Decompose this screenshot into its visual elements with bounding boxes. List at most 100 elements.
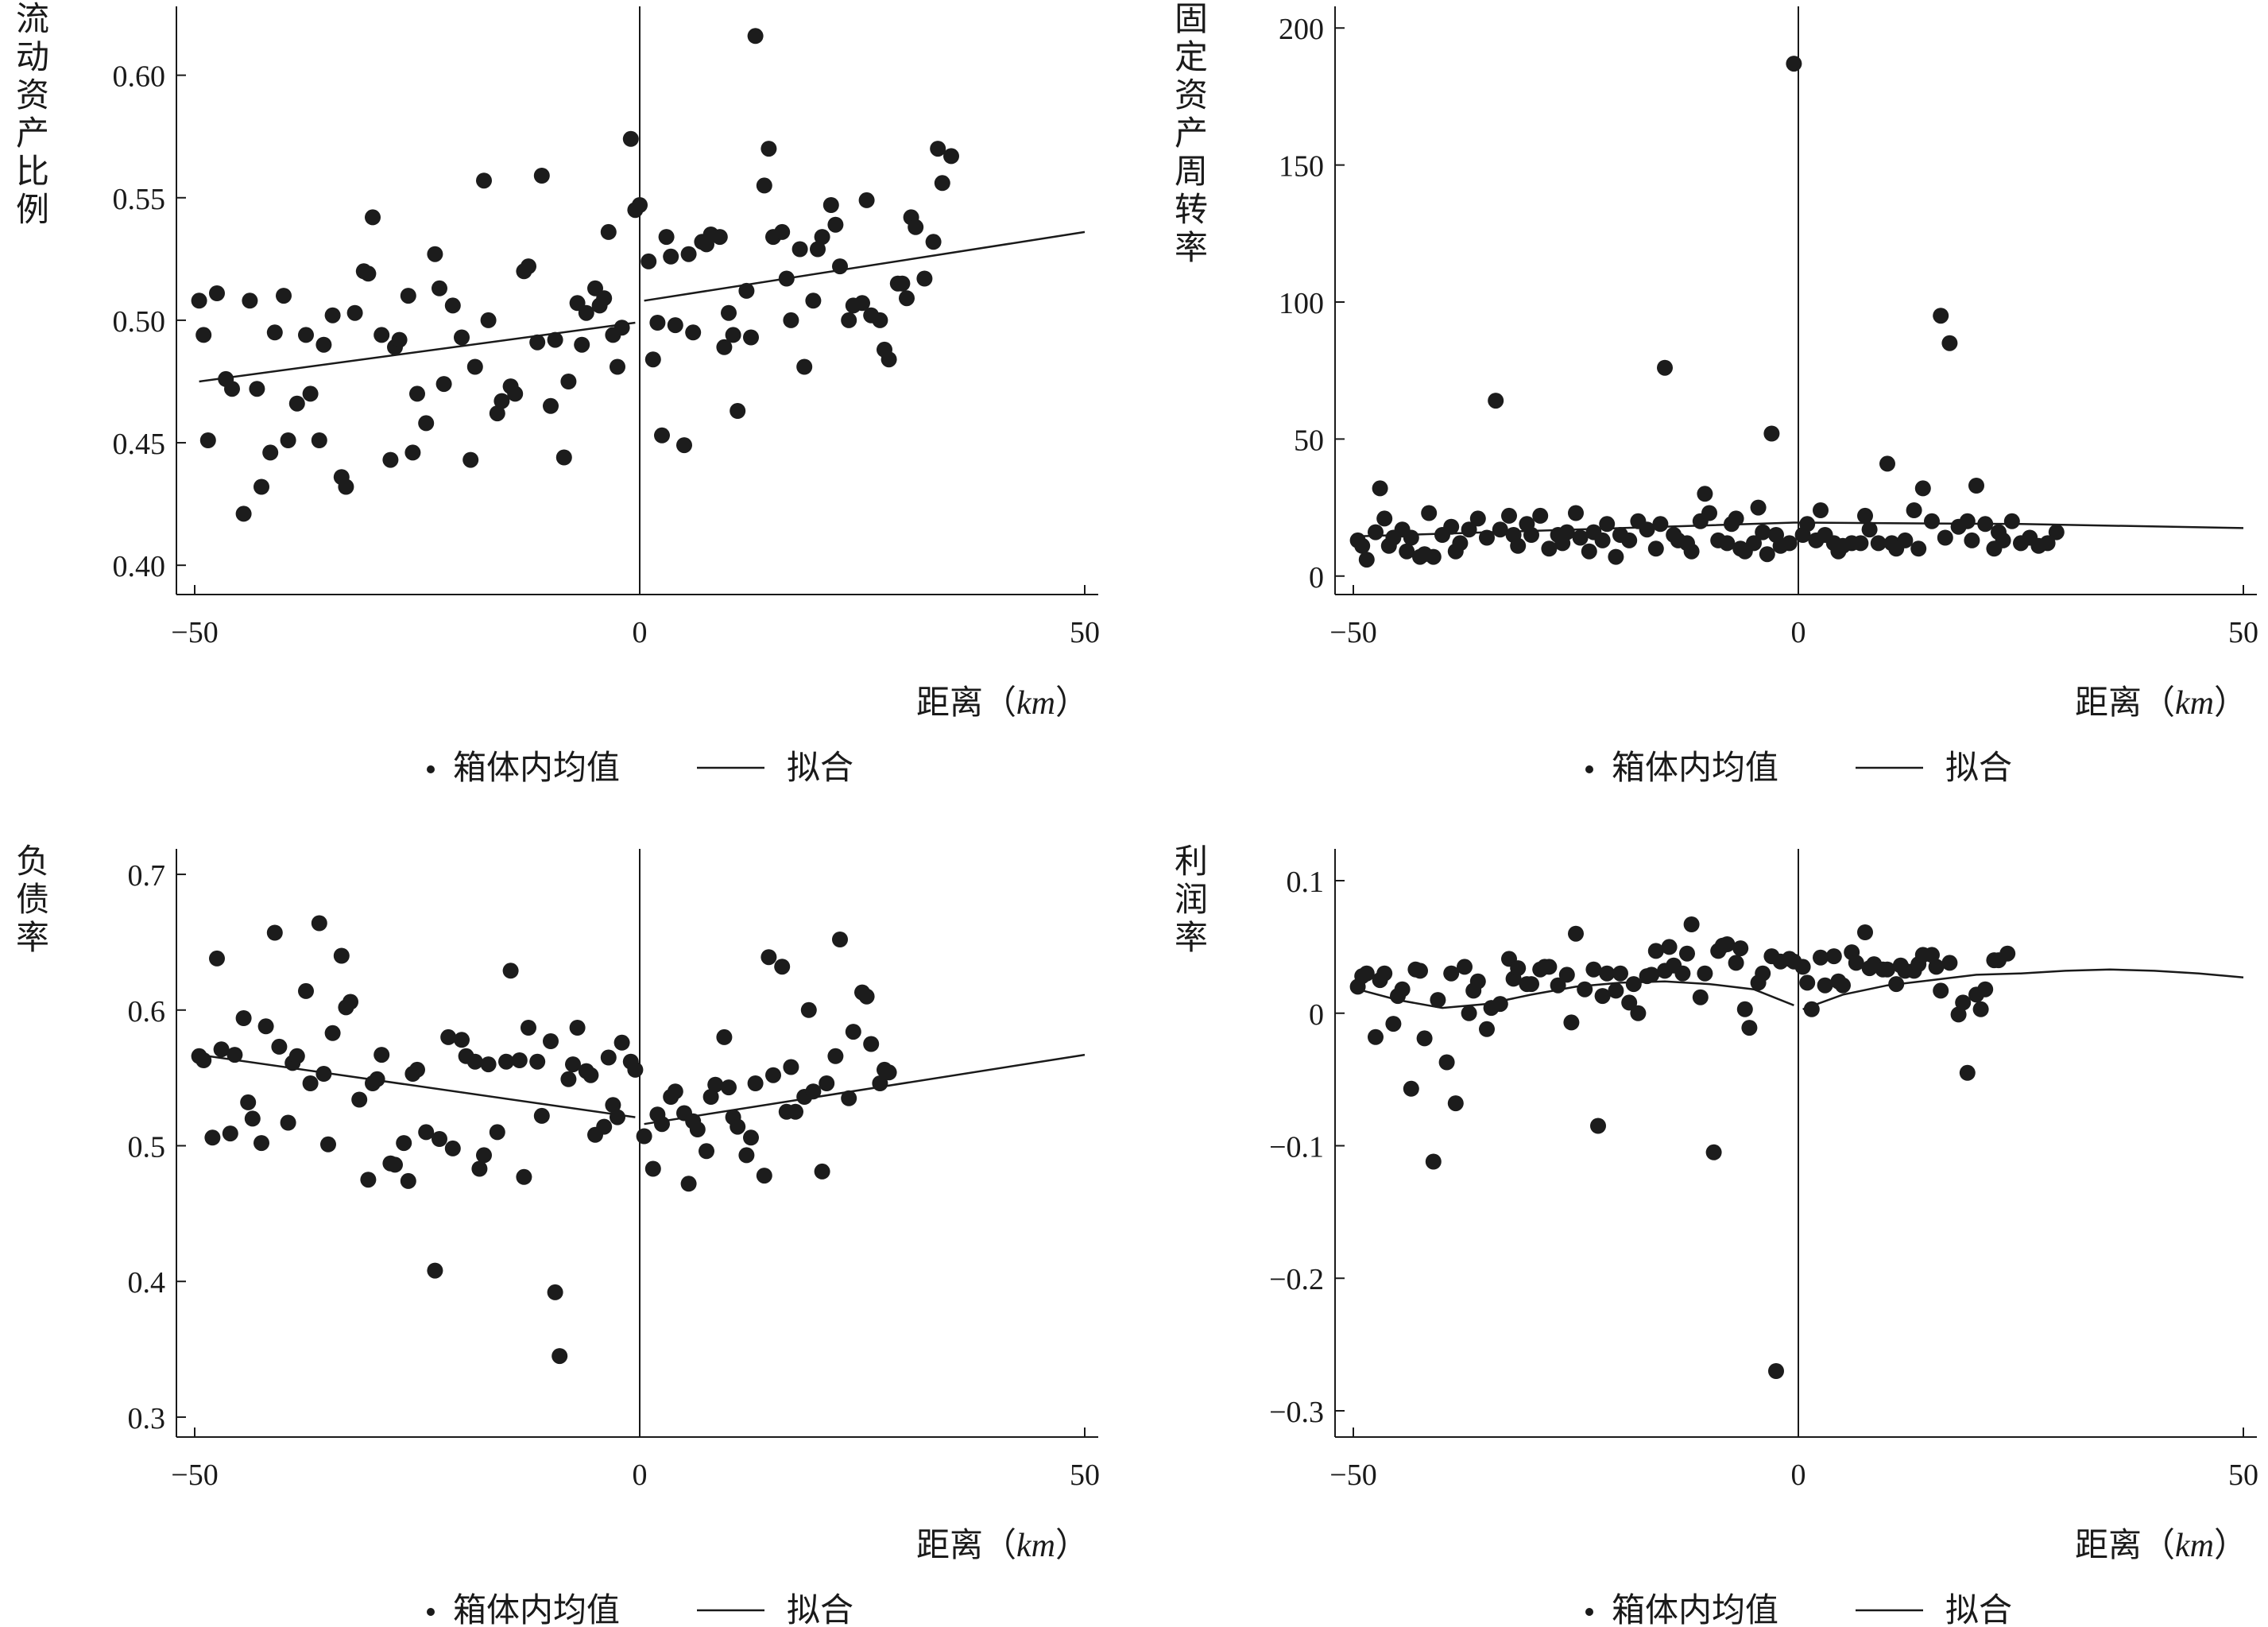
- bin-mean-point: [747, 1075, 764, 1091]
- bin-mean-point: [1572, 529, 1589, 546]
- bin-mean-point: [1914, 480, 1931, 497]
- bin-mean-point: [1786, 56, 1802, 72]
- bin-mean-point: [1510, 960, 1527, 977]
- legend-line-label: 拟合: [787, 750, 853, 787]
- bin-mean-point: [1568, 925, 1584, 942]
- bin-mean-point: [1447, 1095, 1464, 1112]
- legend: 箱体内均值 拟合: [427, 1593, 853, 1627]
- bin-mean-point: [555, 449, 572, 466]
- bin-mean-point: [280, 1114, 296, 1131]
- bin-mean-point: [1479, 529, 1495, 546]
- bin-mean-point: [827, 1048, 844, 1064]
- y-tick-label: 50: [1294, 424, 1324, 457]
- fit-series: [199, 230, 1086, 383]
- bin-mean-point: [249, 381, 265, 397]
- bin-mean-point: [1492, 521, 1508, 538]
- bin-mean-point: [360, 265, 377, 282]
- bin-mean-point: [761, 141, 777, 157]
- bin-mean-point: [578, 304, 594, 321]
- bin-mean-series: [1349, 56, 2065, 568]
- bin-mean-point: [1741, 1020, 1758, 1036]
- bin-mean-point: [689, 1121, 706, 1137]
- bin-mean-point: [863, 1036, 880, 1052]
- bin-mean-point: [1736, 1001, 1753, 1017]
- y-tick-label: 0.4: [128, 1266, 166, 1300]
- bin-mean-point: [725, 327, 741, 343]
- bin-mean-point: [1368, 524, 1384, 540]
- bin-mean-point: [1558, 524, 1575, 540]
- bin-mean-point: [1924, 947, 1940, 963]
- x-tick-label: 50: [1070, 1458, 1100, 1492]
- bin-mean-point: [899, 290, 915, 307]
- bin-mean-point: [880, 1064, 897, 1081]
- bin-mean-point: [432, 280, 447, 296]
- bin-mean-point: [320, 1136, 336, 1152]
- y-tick-label: −0.1: [1269, 1131, 1324, 1164]
- legend: 箱体内均值 拟合: [1585, 750, 2012, 787]
- bin-mean-point: [547, 1284, 563, 1300]
- bin-mean-point: [756, 177, 772, 194]
- bin-mean-point: [302, 385, 319, 402]
- bin-mean-point: [783, 312, 799, 328]
- fit-line: [644, 230, 1086, 302]
- bin-mean-point: [1403, 1080, 1419, 1097]
- bin-mean-point: [1625, 976, 1642, 993]
- bin-mean-point: [1861, 521, 1878, 538]
- bin-mean-point: [1358, 965, 1375, 982]
- bin-mean-series: [191, 28, 959, 522]
- x-axis-label: 距离（km）: [2075, 684, 2247, 722]
- bin-mean-point: [1523, 976, 1539, 993]
- bin-mean-point: [1510, 537, 1527, 554]
- bin-mean-point: [1558, 967, 1575, 983]
- bin-mean-point: [244, 1110, 261, 1127]
- bin-mean-point: [400, 288, 416, 304]
- bin-mean-point: [266, 324, 283, 341]
- bin-mean-point: [716, 1028, 733, 1045]
- bin-mean-point: [435, 376, 452, 393]
- bin-mean-point: [2048, 524, 2065, 540]
- bin-mean-point: [1852, 535, 1869, 552]
- fit-line: [1802, 968, 2244, 1010]
- bin-mean-point: [529, 334, 546, 351]
- fit-series: [1357, 968, 2244, 1010]
- bin-mean-point: [1697, 965, 1713, 982]
- bin-mean-point: [1568, 505, 1584, 521]
- bin-mean-point: [1964, 532, 1980, 548]
- bin-mean-point: [1661, 939, 1678, 955]
- bin-mean-point: [387, 1156, 403, 1173]
- axes: −0.3 −0.2 −0.1 0 0.1 −50 0 50: [1269, 849, 2258, 1492]
- bin-mean-point: [1430, 992, 1446, 1009]
- bin-mean-point: [547, 331, 563, 348]
- bin-mean-point: [489, 405, 505, 422]
- bin-mean-point: [1425, 548, 1442, 565]
- bin-mean-point: [1683, 543, 1700, 560]
- bin-mean-point: [2039, 535, 2056, 552]
- bin-mean-point: [1941, 335, 1958, 351]
- bin-mean-point: [242, 292, 258, 309]
- y-axis-label: 流动资产比例: [16, 2, 49, 229]
- bin-mean-point: [872, 1075, 888, 1091]
- bin-mean-point: [409, 1061, 425, 1078]
- bin-mean-point: [560, 1071, 577, 1087]
- bin-mean-point: [1755, 965, 1771, 982]
- bin-mean-point: [1750, 499, 1767, 516]
- bin-mean-point: [1652, 516, 1669, 533]
- bin-mean-point: [1647, 943, 1664, 959]
- bin-mean-point: [1416, 1030, 1433, 1047]
- bin-mean-point: [810, 241, 826, 258]
- bin-mean-point: [224, 381, 240, 397]
- bin-mean-series: [191, 915, 897, 1365]
- bin-mean-point: [636, 1128, 652, 1145]
- bin-mean-point: [480, 312, 497, 328]
- bin-mean-point: [644, 351, 661, 368]
- bin-mean-point: [1835, 977, 1851, 994]
- bin-mean-point: [1977, 981, 1994, 998]
- fit-line: [199, 321, 636, 383]
- bin-mean-point: [1647, 540, 1664, 557]
- bin-mean-point: [409, 385, 425, 402]
- bin-mean-point: [582, 1067, 599, 1083]
- bin-mean-point: [493, 393, 510, 409]
- bin-mean-point: [254, 478, 269, 495]
